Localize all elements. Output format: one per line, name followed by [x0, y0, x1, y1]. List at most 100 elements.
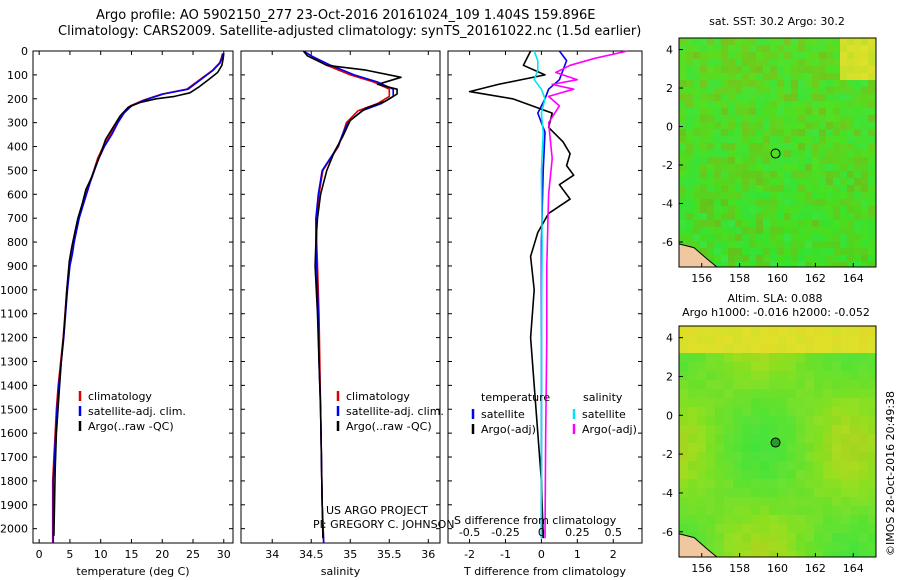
- map-cell: [733, 407, 742, 416]
- map-cell: [823, 389, 832, 398]
- map-cell: [679, 488, 688, 497]
- map-cell: [823, 353, 832, 362]
- map-cell: [819, 178, 826, 185]
- map-cell: [735, 192, 742, 199]
- map-cell: [769, 497, 778, 506]
- plot-frame-differences: [447, 50, 643, 544]
- map-cell: [770, 213, 777, 220]
- map-cell: [706, 416, 715, 425]
- map-cell: [760, 461, 769, 470]
- map-cell: [784, 178, 791, 185]
- map-cell: [728, 171, 735, 178]
- map-cell: [841, 371, 850, 380]
- map-cell: [715, 551, 724, 557]
- map-cell: [714, 136, 721, 143]
- y-tick-label: -6: [662, 526, 673, 539]
- map-cell: [769, 362, 778, 371]
- map-cell: [814, 407, 823, 416]
- map-cell: [791, 234, 798, 241]
- map-cell: [724, 335, 733, 344]
- map-cell: [763, 262, 770, 267]
- map-cell: [812, 59, 819, 66]
- map-subtitle: Argo h1000: -0.016 h2000: -0.052: [682, 306, 870, 319]
- map-cell: [707, 87, 714, 94]
- map-cell: [798, 129, 805, 136]
- map-cell: [784, 66, 791, 73]
- map-cell: [686, 143, 693, 150]
- map-cell: [742, 38, 749, 45]
- map-cell: [749, 171, 756, 178]
- map-cell: [784, 164, 791, 171]
- map-cell: [715, 461, 724, 470]
- map-cell: [735, 171, 742, 178]
- map-cell: [787, 407, 796, 416]
- map-cell: [721, 115, 728, 122]
- map-cell: [735, 206, 742, 213]
- map-cell: [868, 461, 876, 470]
- y-tick-label: -2: [662, 448, 673, 461]
- map-cell: [850, 398, 859, 407]
- map-cell: [791, 45, 798, 52]
- map-cell: [714, 87, 721, 94]
- map-cell: [784, 227, 791, 234]
- map-cell: [700, 115, 707, 122]
- map-cell: [841, 515, 850, 524]
- map-cell: [686, 66, 693, 73]
- legend-label: Argo(-adj): [582, 423, 637, 436]
- map-cell: [742, 326, 751, 335]
- map-cell: [868, 192, 875, 199]
- map-cell: [763, 94, 770, 101]
- map-cell: [721, 178, 728, 185]
- map-cell: [763, 213, 770, 220]
- map-cell: [833, 115, 840, 122]
- map-cell: [742, 171, 749, 178]
- map-cell: [707, 115, 714, 122]
- map-cell: [833, 122, 840, 129]
- map-cell: [751, 533, 760, 542]
- map-cell: [798, 73, 805, 80]
- map-cell: [778, 524, 787, 533]
- map-cell: [700, 94, 707, 101]
- map-cell: [728, 101, 735, 108]
- x-tick-label: 158: [729, 272, 750, 285]
- map-cell: [823, 452, 832, 461]
- map-cell: [832, 344, 841, 353]
- map-cell: [714, 199, 721, 206]
- map-cell: [784, 122, 791, 129]
- map-cell: [850, 425, 859, 434]
- map-cell: [706, 497, 715, 506]
- map-cell: [854, 248, 861, 255]
- map-cell: [724, 461, 733, 470]
- map-cell: [769, 452, 778, 461]
- map-field-sst_map: [679, 38, 876, 267]
- map-cell: [751, 488, 760, 497]
- map-cell: [724, 425, 733, 434]
- map-cell: [868, 45, 875, 52]
- map-cell: [819, 87, 826, 94]
- map-cell: [756, 73, 763, 80]
- map-cell: [805, 136, 812, 143]
- map-cell: [777, 122, 784, 129]
- map-cell: [868, 157, 875, 164]
- map-cell: [706, 515, 715, 524]
- map-cell: [850, 371, 859, 380]
- map-cell: [728, 143, 735, 150]
- map-cell: [814, 479, 823, 488]
- title-line-2: Climatology: CARS2009. Satellite-adjuste…: [58, 24, 642, 39]
- map-cell: [840, 157, 847, 164]
- map-cell: [770, 157, 777, 164]
- map-cell: [679, 389, 688, 398]
- map-cell: [791, 157, 798, 164]
- map-cell: [832, 461, 841, 470]
- map-cell: [778, 398, 787, 407]
- map-cell: [840, 178, 847, 185]
- map-cell: [847, 241, 854, 248]
- map-cell: [796, 551, 805, 557]
- map-cell: [679, 344, 688, 353]
- map-cell: [756, 143, 763, 150]
- map-cell: [742, 262, 749, 267]
- map-cell: [832, 353, 841, 362]
- map-cell: [697, 524, 706, 533]
- map-cell: [721, 122, 728, 129]
